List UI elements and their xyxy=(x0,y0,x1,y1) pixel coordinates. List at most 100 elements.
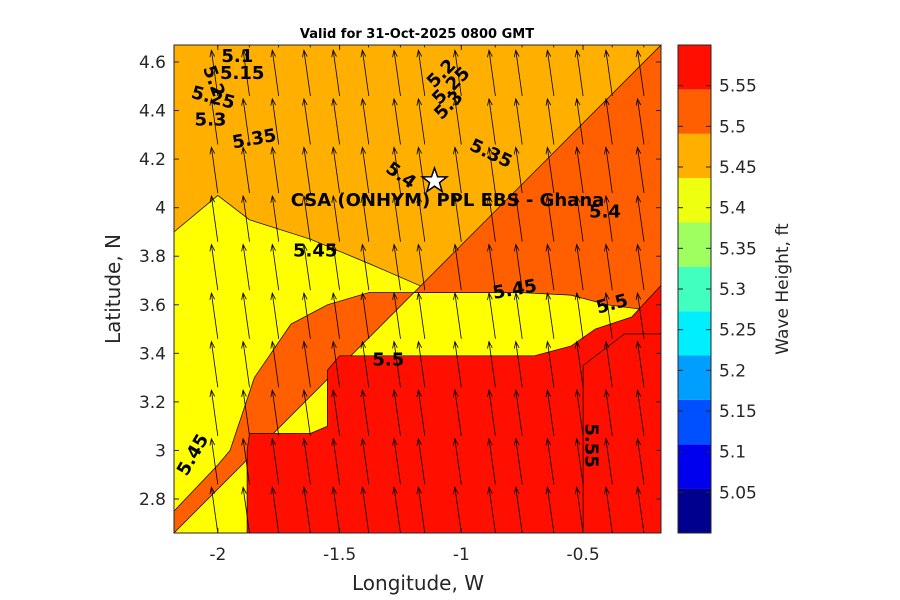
contour-label: 5.4 xyxy=(589,202,621,223)
direction-arrow xyxy=(513,389,523,436)
direction-arrow xyxy=(453,49,462,97)
colorbar-tick-label: 5.1 xyxy=(719,443,746,463)
direction-arrow xyxy=(241,194,250,242)
y-tick-label: 4 xyxy=(155,199,166,219)
direction-arrow xyxy=(574,97,584,145)
direction-arrow xyxy=(416,49,426,97)
direction-arrow xyxy=(545,49,555,97)
direction-arrow xyxy=(416,194,426,242)
direction-arrow xyxy=(545,97,555,145)
direction-arrow xyxy=(643,45,645,48)
colorbar-swatch xyxy=(678,89,711,134)
direction-arrow xyxy=(248,45,250,48)
colorbar-label: Wave Height, ft xyxy=(773,223,793,355)
colorbar-swatch xyxy=(678,266,711,312)
direction-arrow xyxy=(392,194,401,242)
direction-arrow xyxy=(635,146,645,194)
direction-arrow xyxy=(331,97,340,145)
direction-arrow xyxy=(487,194,496,242)
direction-arrow xyxy=(270,243,280,291)
direction-arrow xyxy=(545,194,555,242)
site-label: CSA (ONHYM) PPL EBS - Ghana xyxy=(291,190,605,211)
direction-arrow xyxy=(241,389,250,436)
direction-arrow xyxy=(635,486,645,533)
direction-arrow xyxy=(270,389,280,436)
colorbar-tick-label: 5.25 xyxy=(719,321,757,341)
direction-arrow xyxy=(513,243,523,291)
colorbar-swatch xyxy=(678,488,711,533)
contour-label: 5.1 xyxy=(221,46,253,67)
direction-arrow xyxy=(270,146,280,194)
contour-label: 5.5 xyxy=(372,350,404,371)
direction-arrow xyxy=(174,141,175,145)
direction-arrow xyxy=(453,437,462,485)
direction-arrow xyxy=(331,243,340,291)
direction-arrow xyxy=(545,389,555,436)
direction-arrow xyxy=(174,238,175,242)
plot-area: 5.15.155.25.255.35.355.25.255.35.355.45.… xyxy=(174,45,661,533)
direction-arrow xyxy=(331,340,340,388)
direction-arrow xyxy=(487,97,496,145)
direction-arrow xyxy=(241,340,250,388)
direction-arrow xyxy=(360,389,370,436)
chart-title: Valid for 31-Oct-2025 0800 GMT xyxy=(300,27,534,42)
direction-arrow xyxy=(635,97,645,145)
direction-arrow xyxy=(487,146,496,194)
direction-arrow xyxy=(360,340,370,388)
direction-arrow xyxy=(513,194,523,242)
direction-arrow xyxy=(611,45,613,48)
direction-arrow xyxy=(545,437,555,485)
direction-arrow xyxy=(635,291,645,339)
direction-arrow xyxy=(416,291,426,339)
direction-arrow xyxy=(360,146,370,194)
direction-arrow xyxy=(604,486,613,533)
direction-arrow xyxy=(270,291,280,339)
direction-arrow xyxy=(174,530,175,533)
direction-arrow xyxy=(302,389,311,436)
direction-arrow xyxy=(635,437,645,485)
direction-arrow xyxy=(487,486,496,533)
direction-arrow xyxy=(302,97,311,145)
direction-arrow xyxy=(270,49,280,97)
direction-arrow xyxy=(635,243,645,291)
direction-arrow xyxy=(392,146,401,194)
direction-arrow xyxy=(241,243,250,291)
direction-arrow xyxy=(574,486,584,533)
direction-arrow xyxy=(392,486,401,533)
direction-arrow xyxy=(209,437,219,485)
direction-arrow xyxy=(270,194,280,242)
direction-arrow xyxy=(241,291,250,339)
plot-frame xyxy=(173,44,662,534)
direction-arrow xyxy=(604,243,613,291)
direction-arrow xyxy=(513,437,523,485)
direction-arrow xyxy=(604,49,613,97)
direction-arrow xyxy=(513,486,523,533)
direction-arrow xyxy=(209,194,219,242)
direction-arrow xyxy=(416,389,426,436)
direction-arrow xyxy=(416,437,426,485)
direction-arrow xyxy=(574,243,584,291)
direction-arrow xyxy=(453,486,462,533)
y-tick-label: 3.8 xyxy=(139,247,166,267)
direction-arrow xyxy=(513,340,523,388)
direction-arrow xyxy=(331,291,340,339)
direction-arrow xyxy=(174,433,175,436)
direction-arrow xyxy=(392,340,401,388)
direction-arrow xyxy=(574,291,584,339)
direction-arrow xyxy=(487,49,496,97)
direction-arrow xyxy=(635,340,645,388)
direction-arrow xyxy=(416,340,426,388)
direction-arrow xyxy=(302,194,311,242)
site-marker-group: CSA (ONHYM) PPL EBS - Ghana xyxy=(291,165,605,211)
y-axis-label: Latitude, N xyxy=(101,234,125,344)
direction-arrow xyxy=(635,194,645,242)
direction-arrow xyxy=(392,389,401,436)
direction-arrow xyxy=(513,49,523,97)
y-tick-label: 2.8 xyxy=(139,490,166,510)
direction-arrow xyxy=(174,335,175,339)
direction-arrow xyxy=(209,486,219,533)
direction-arrow xyxy=(360,437,370,485)
direction-arrow xyxy=(302,486,311,533)
x-axis-ticks: -2 -1.5 -1 -0.5 xyxy=(209,45,600,565)
